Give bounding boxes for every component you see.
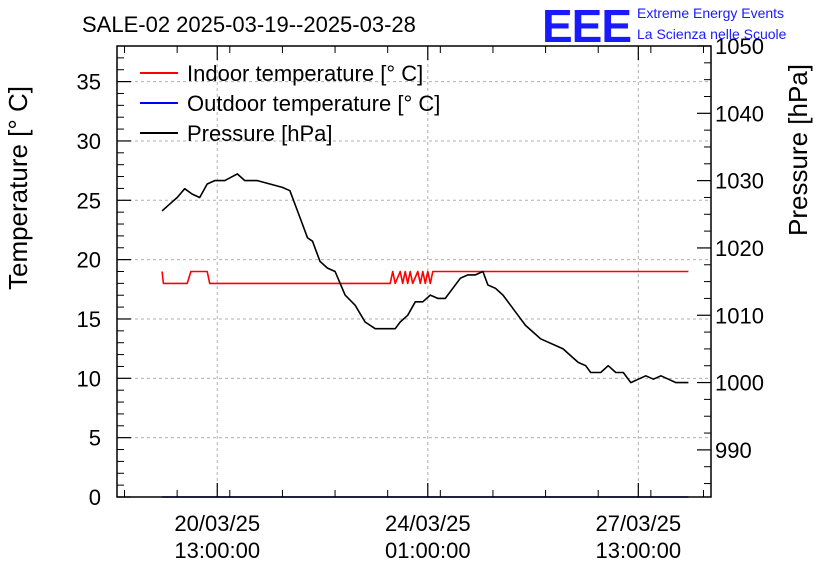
legend: Indoor temperature [° C] Outdoor temperat… (140, 61, 440, 146)
tick-label-left-15: 15 (77, 307, 101, 332)
axis-ticks (117, 45, 711, 498)
grid (117, 46, 711, 497)
tick-labels: 0 5 10 15 20 25 30 35 990 1000 1010 1020 1030 1040 105… (77, 34, 764, 563)
series-line-0 (161, 270, 689, 285)
series-line-2 (161, 173, 689, 384)
tick-label-right-1050: 1050 (715, 34, 764, 59)
tick-label-x-date-1: 24/03/25 (385, 511, 471, 536)
tick-label-right-990: 990 (715, 438, 752, 463)
logo-line-1: Extreme Energy Events (637, 5, 784, 21)
tick-label-x-time-2: 13:00:00 (595, 538, 681, 563)
tick-label-left-5: 5 (89, 426, 101, 451)
logo-line-2: La Scienza nelle Scuole (637, 26, 787, 42)
tick-label-right-1010: 1010 (715, 303, 764, 328)
tick-label-left-30: 30 (77, 129, 101, 154)
legend-label-0: Indoor temperature [° C] (187, 61, 423, 86)
tick-label-left-20: 20 (77, 248, 101, 273)
tick-label-x-date-0: 20/03/25 (174, 511, 260, 536)
tick-label-left-0: 0 (89, 485, 101, 510)
tick-label-left-10: 10 (77, 366, 101, 391)
tick-label-right-1000: 1000 (715, 371, 764, 396)
tick-label-x-date-2: 27/03/25 (595, 511, 681, 536)
tick-label-left-25: 25 (77, 188, 101, 213)
chart-title: SALE-02 2025-03-19--2025-03-28 (82, 12, 416, 37)
tick-label-right-1020: 1020 (715, 236, 764, 261)
tick-label-right-1030: 1030 (715, 169, 764, 194)
y-right-axis-label: Pressure [hPa] (783, 64, 813, 236)
eee-logo-mark: EEE (542, 0, 631, 52)
y-left-axis-label: Temperature [° C] (3, 86, 33, 290)
tick-label-left-35: 35 (77, 70, 101, 95)
series-layer (161, 173, 689, 498)
legend-label-1: Outdoor temperature [° C] (187, 91, 440, 116)
tick-label-x-time-1: 01:00:00 (385, 538, 471, 563)
tick-label-right-1040: 1040 (715, 101, 764, 126)
legend-label-2: Pressure [hPa] (187, 121, 333, 146)
tick-label-x-time-0: 13:00:00 (174, 538, 260, 563)
